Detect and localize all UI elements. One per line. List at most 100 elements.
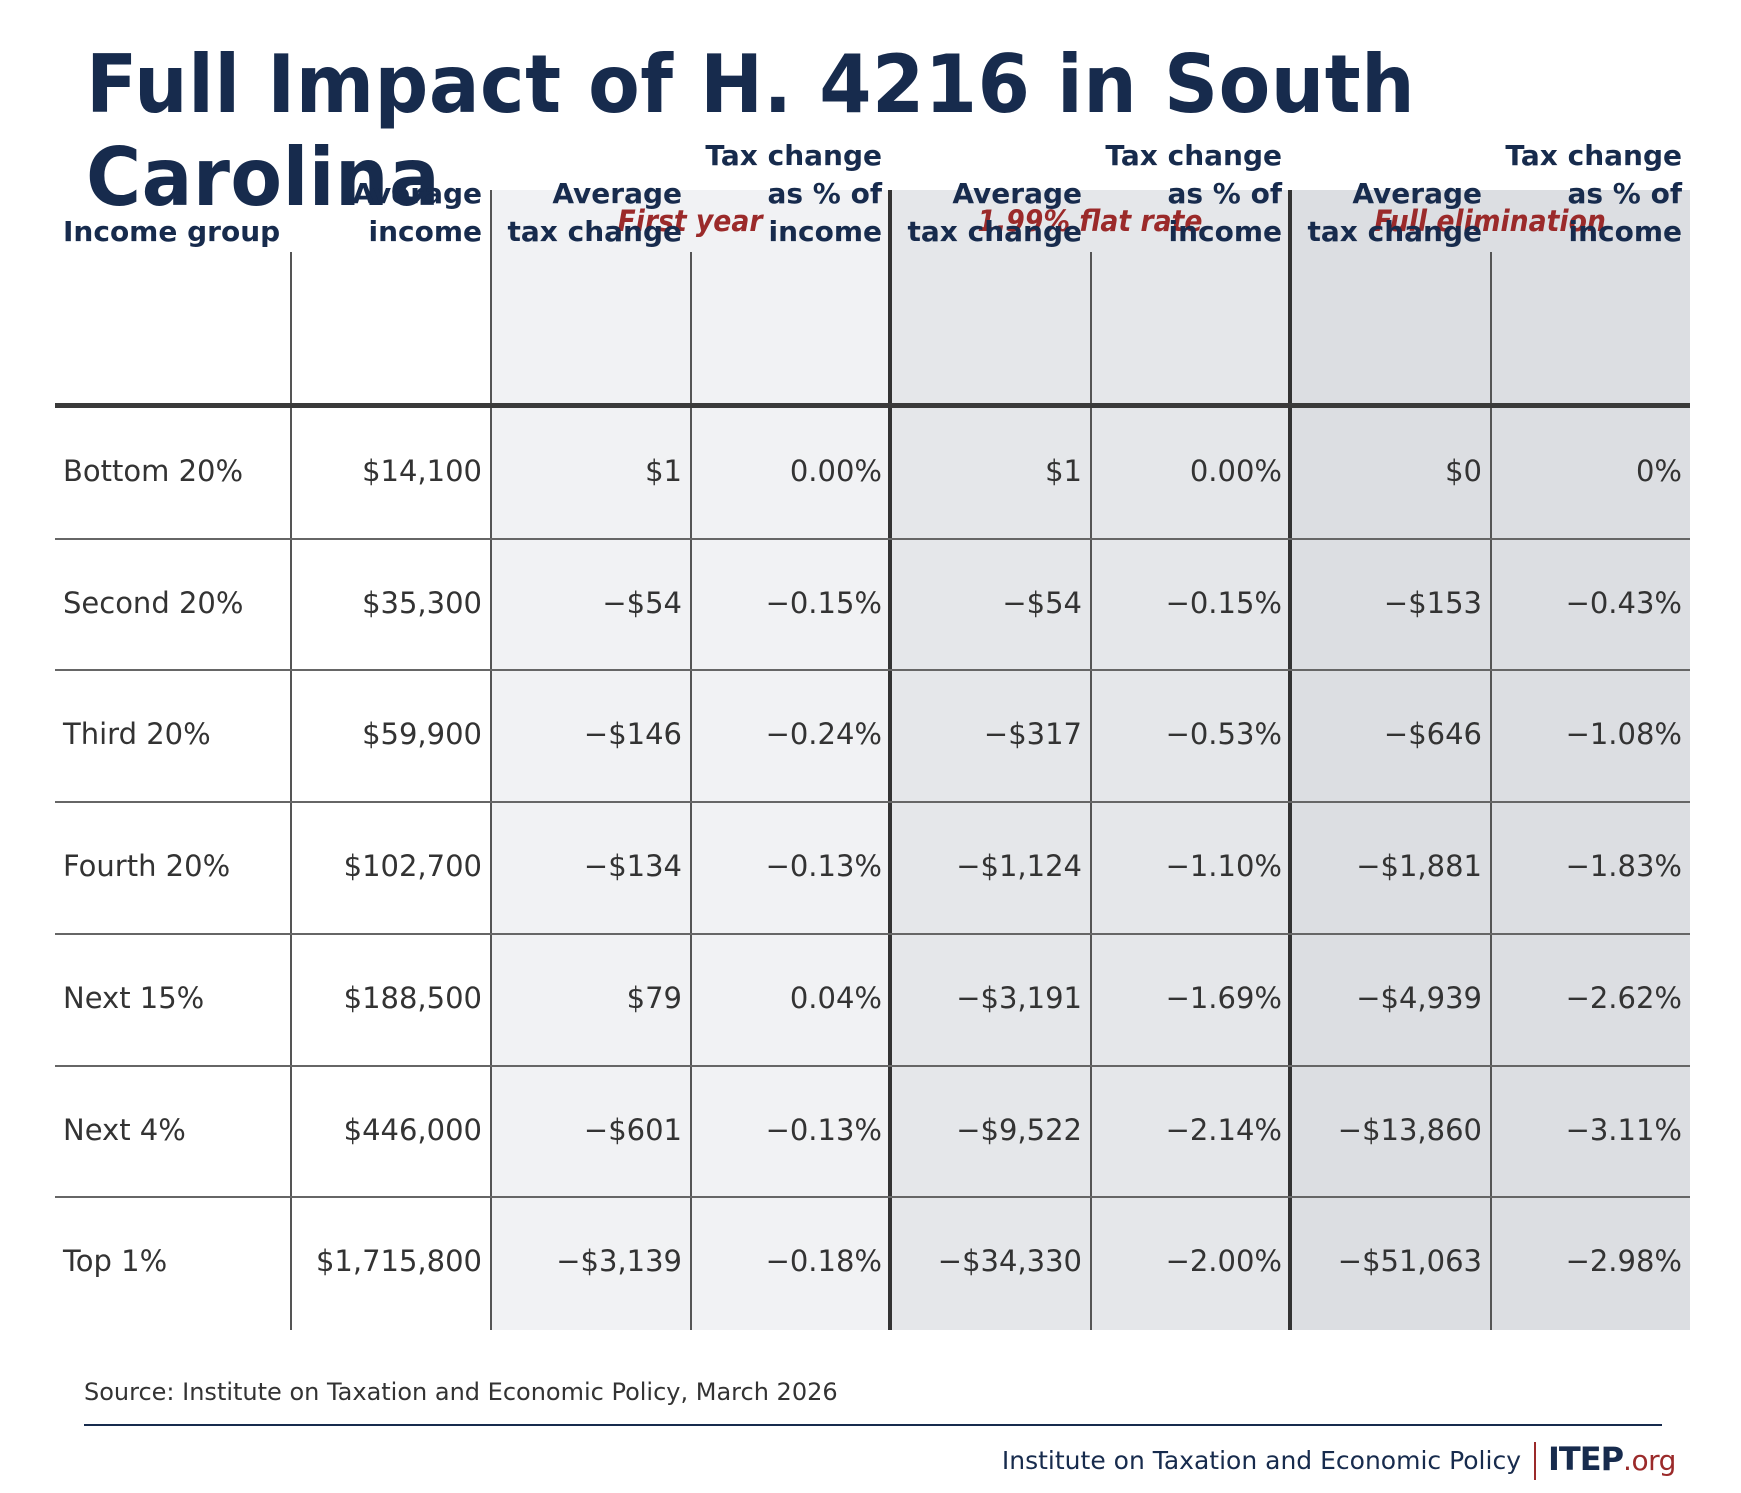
- cell-first-year-avg-change: −$134: [583, 849, 682, 883]
- col-divider: [1090, 252, 1092, 1330]
- row-divider: [55, 1196, 1690, 1198]
- page-title: Full Impact of H. 4216 in South Carolina: [86, 38, 1416, 224]
- itep-logo: ITEP.org: [1548, 1440, 1676, 1478]
- cell-full-elim-pct-income: −0.43%: [1565, 586, 1682, 620]
- cell-income-group: Bottom 20%: [63, 454, 244, 488]
- cell-full-elim-avg-change: −$1,881: [1356, 849, 1482, 883]
- cell-full-elim-pct-income: 0%: [1635, 454, 1682, 488]
- cell-full-elim-avg-change: −$153: [1383, 586, 1482, 620]
- column-header-line: Tax change: [1105, 139, 1282, 172]
- logo-main: ITEP: [1548, 1440, 1624, 1478]
- row-divider: [55, 669, 1690, 671]
- group-label-first-year: First year: [617, 204, 763, 238]
- cell-full-elim-avg-change: −$646: [1383, 717, 1482, 751]
- cell-full-elim-avg-change: −$13,860: [1337, 1113, 1482, 1147]
- row-divider: [55, 801, 1690, 803]
- column-header-line: Tax change: [705, 139, 882, 172]
- column-header-line: income: [368, 215, 482, 248]
- col-divider: [690, 252, 692, 1330]
- header-underline: [55, 403, 1690, 408]
- cell-average-income: $188,500: [343, 981, 482, 1015]
- cell-full-elim-pct-income: −1.83%: [1565, 849, 1682, 883]
- cell-first-year-pct-income: −0.15%: [765, 586, 882, 620]
- column-header-line: tax change: [1307, 215, 1482, 248]
- row-divider: [55, 538, 1690, 540]
- cell-flat-rate-pct-income: −2.14%: [1165, 1113, 1282, 1147]
- column-header-line: as % of: [767, 177, 882, 210]
- group-label-flat-rate: 1.99% flat rate: [977, 204, 1203, 238]
- column-header-line: tax change: [907, 215, 1082, 248]
- cell-first-year-avg-change: −$3,139: [556, 1244, 682, 1278]
- cell-flat-rate-avg-change: −$1,124: [956, 849, 1082, 883]
- column-header-line: as % of: [1567, 177, 1682, 210]
- row-divider: [55, 933, 1690, 935]
- cell-flat-rate-pct-income: −2.00%: [1165, 1244, 1282, 1278]
- column-header-line: as % of: [1167, 177, 1282, 210]
- group-divider: [888, 190, 892, 1330]
- footer-divider: [84, 1424, 1662, 1426]
- cell-first-year-pct-income: −0.13%: [765, 849, 882, 883]
- cell-flat-rate-avg-change: $1: [1045, 454, 1082, 488]
- cell-first-year-pct-income: −0.13%: [765, 1113, 882, 1147]
- cell-average-income: $102,700: [343, 849, 482, 883]
- column-header-line: Average: [1352, 177, 1482, 210]
- cell-full-elim-pct-income: −1.08%: [1565, 717, 1682, 751]
- cell-flat-rate-avg-change: −$54: [1002, 586, 1082, 620]
- cell-average-income: $14,100: [362, 454, 482, 488]
- cell-flat-rate-pct-income: 0.00%: [1189, 454, 1282, 488]
- footer-separator: [1534, 1442, 1536, 1480]
- cell-income-group: Top 1%: [63, 1244, 168, 1278]
- cell-income-group: Next 4%: [63, 1113, 186, 1147]
- column-header-line: Average: [952, 177, 1082, 210]
- column-header-average-income: Average income: [290, 175, 482, 251]
- cell-first-year-avg-change: −$146: [583, 717, 682, 751]
- cell-first-year-pct-income: 0.04%: [789, 981, 882, 1015]
- cell-flat-rate-pct-income: −1.69%: [1165, 981, 1282, 1015]
- cell-full-elim-pct-income: −2.98%: [1565, 1244, 1682, 1278]
- column-header-line: Average: [352, 177, 482, 210]
- column-header-full-elim-pct-income: Tax change as % of income: [1490, 137, 1682, 251]
- column-header-line: income: [768, 215, 882, 248]
- cell-first-year-pct-income: 0.00%: [789, 454, 882, 488]
- column-header-line: income: [1568, 215, 1682, 248]
- column-header-first-year-pct-income: Tax change as % of income: [690, 137, 882, 251]
- col-divider: [490, 190, 492, 1330]
- row-divider: [55, 1065, 1690, 1067]
- cell-first-year-avg-change: $1: [645, 454, 682, 488]
- column-header-flat-rate-pct-income: Tax change as % of income: [1090, 137, 1282, 251]
- cell-average-income: $35,300: [362, 586, 482, 620]
- cell-average-income: $446,000: [343, 1113, 482, 1147]
- cell-flat-rate-avg-change: −$9,522: [956, 1113, 1082, 1147]
- cell-first-year-avg-change: −$54: [602, 586, 682, 620]
- cell-full-elim-avg-change: −$4,939: [1356, 981, 1482, 1015]
- cell-flat-rate-avg-change: −$317: [983, 717, 1082, 751]
- col-divider: [290, 252, 292, 1330]
- cell-flat-rate-pct-income: −1.10%: [1165, 849, 1282, 883]
- cell-flat-rate-pct-income: −0.15%: [1165, 586, 1282, 620]
- cell-flat-rate-pct-income: −0.53%: [1165, 717, 1282, 751]
- column-header-flat-rate-avg-change: Average tax change: [890, 175, 1082, 251]
- col-divider: [1490, 252, 1492, 1330]
- footer-org-name: Institute on Taxation and Economic Polic…: [1001, 1446, 1521, 1475]
- column-header-line: Income group: [63, 215, 281, 248]
- cell-first-year-avg-change: −$601: [583, 1113, 682, 1147]
- cell-average-income: $59,900: [362, 717, 482, 751]
- cell-full-elim-pct-income: −3.11%: [1565, 1113, 1682, 1147]
- cell-average-income: $1,715,800: [315, 1244, 482, 1278]
- column-header-line: income: [1168, 215, 1282, 248]
- cell-full-elim-pct-income: −2.62%: [1565, 981, 1682, 1015]
- group-label-full-elimination: Full elimination: [1374, 204, 1606, 238]
- cell-income-group: Next 15%: [63, 981, 205, 1015]
- cell-income-group: Second 20%: [63, 586, 244, 620]
- source-note: Source: Institute on Taxation and Econom…: [84, 1378, 838, 1406]
- column-header-first-year-avg-change: Average tax change: [490, 175, 682, 251]
- cell-first-year-pct-income: −0.18%: [765, 1244, 882, 1278]
- column-header-line: Average: [552, 177, 682, 210]
- cell-flat-rate-avg-change: −$34,330: [937, 1244, 1082, 1278]
- cell-full-elim-avg-change: $0: [1445, 454, 1482, 488]
- cell-income-group: Fourth 20%: [63, 849, 231, 883]
- cell-first-year-pct-income: −0.24%: [765, 717, 882, 751]
- cell-full-elim-avg-change: −$51,063: [1337, 1244, 1482, 1278]
- cell-first-year-avg-change: $79: [626, 981, 682, 1015]
- impact-table: First year 1.99% flat rate Full eliminat…: [55, 137, 1690, 1330]
